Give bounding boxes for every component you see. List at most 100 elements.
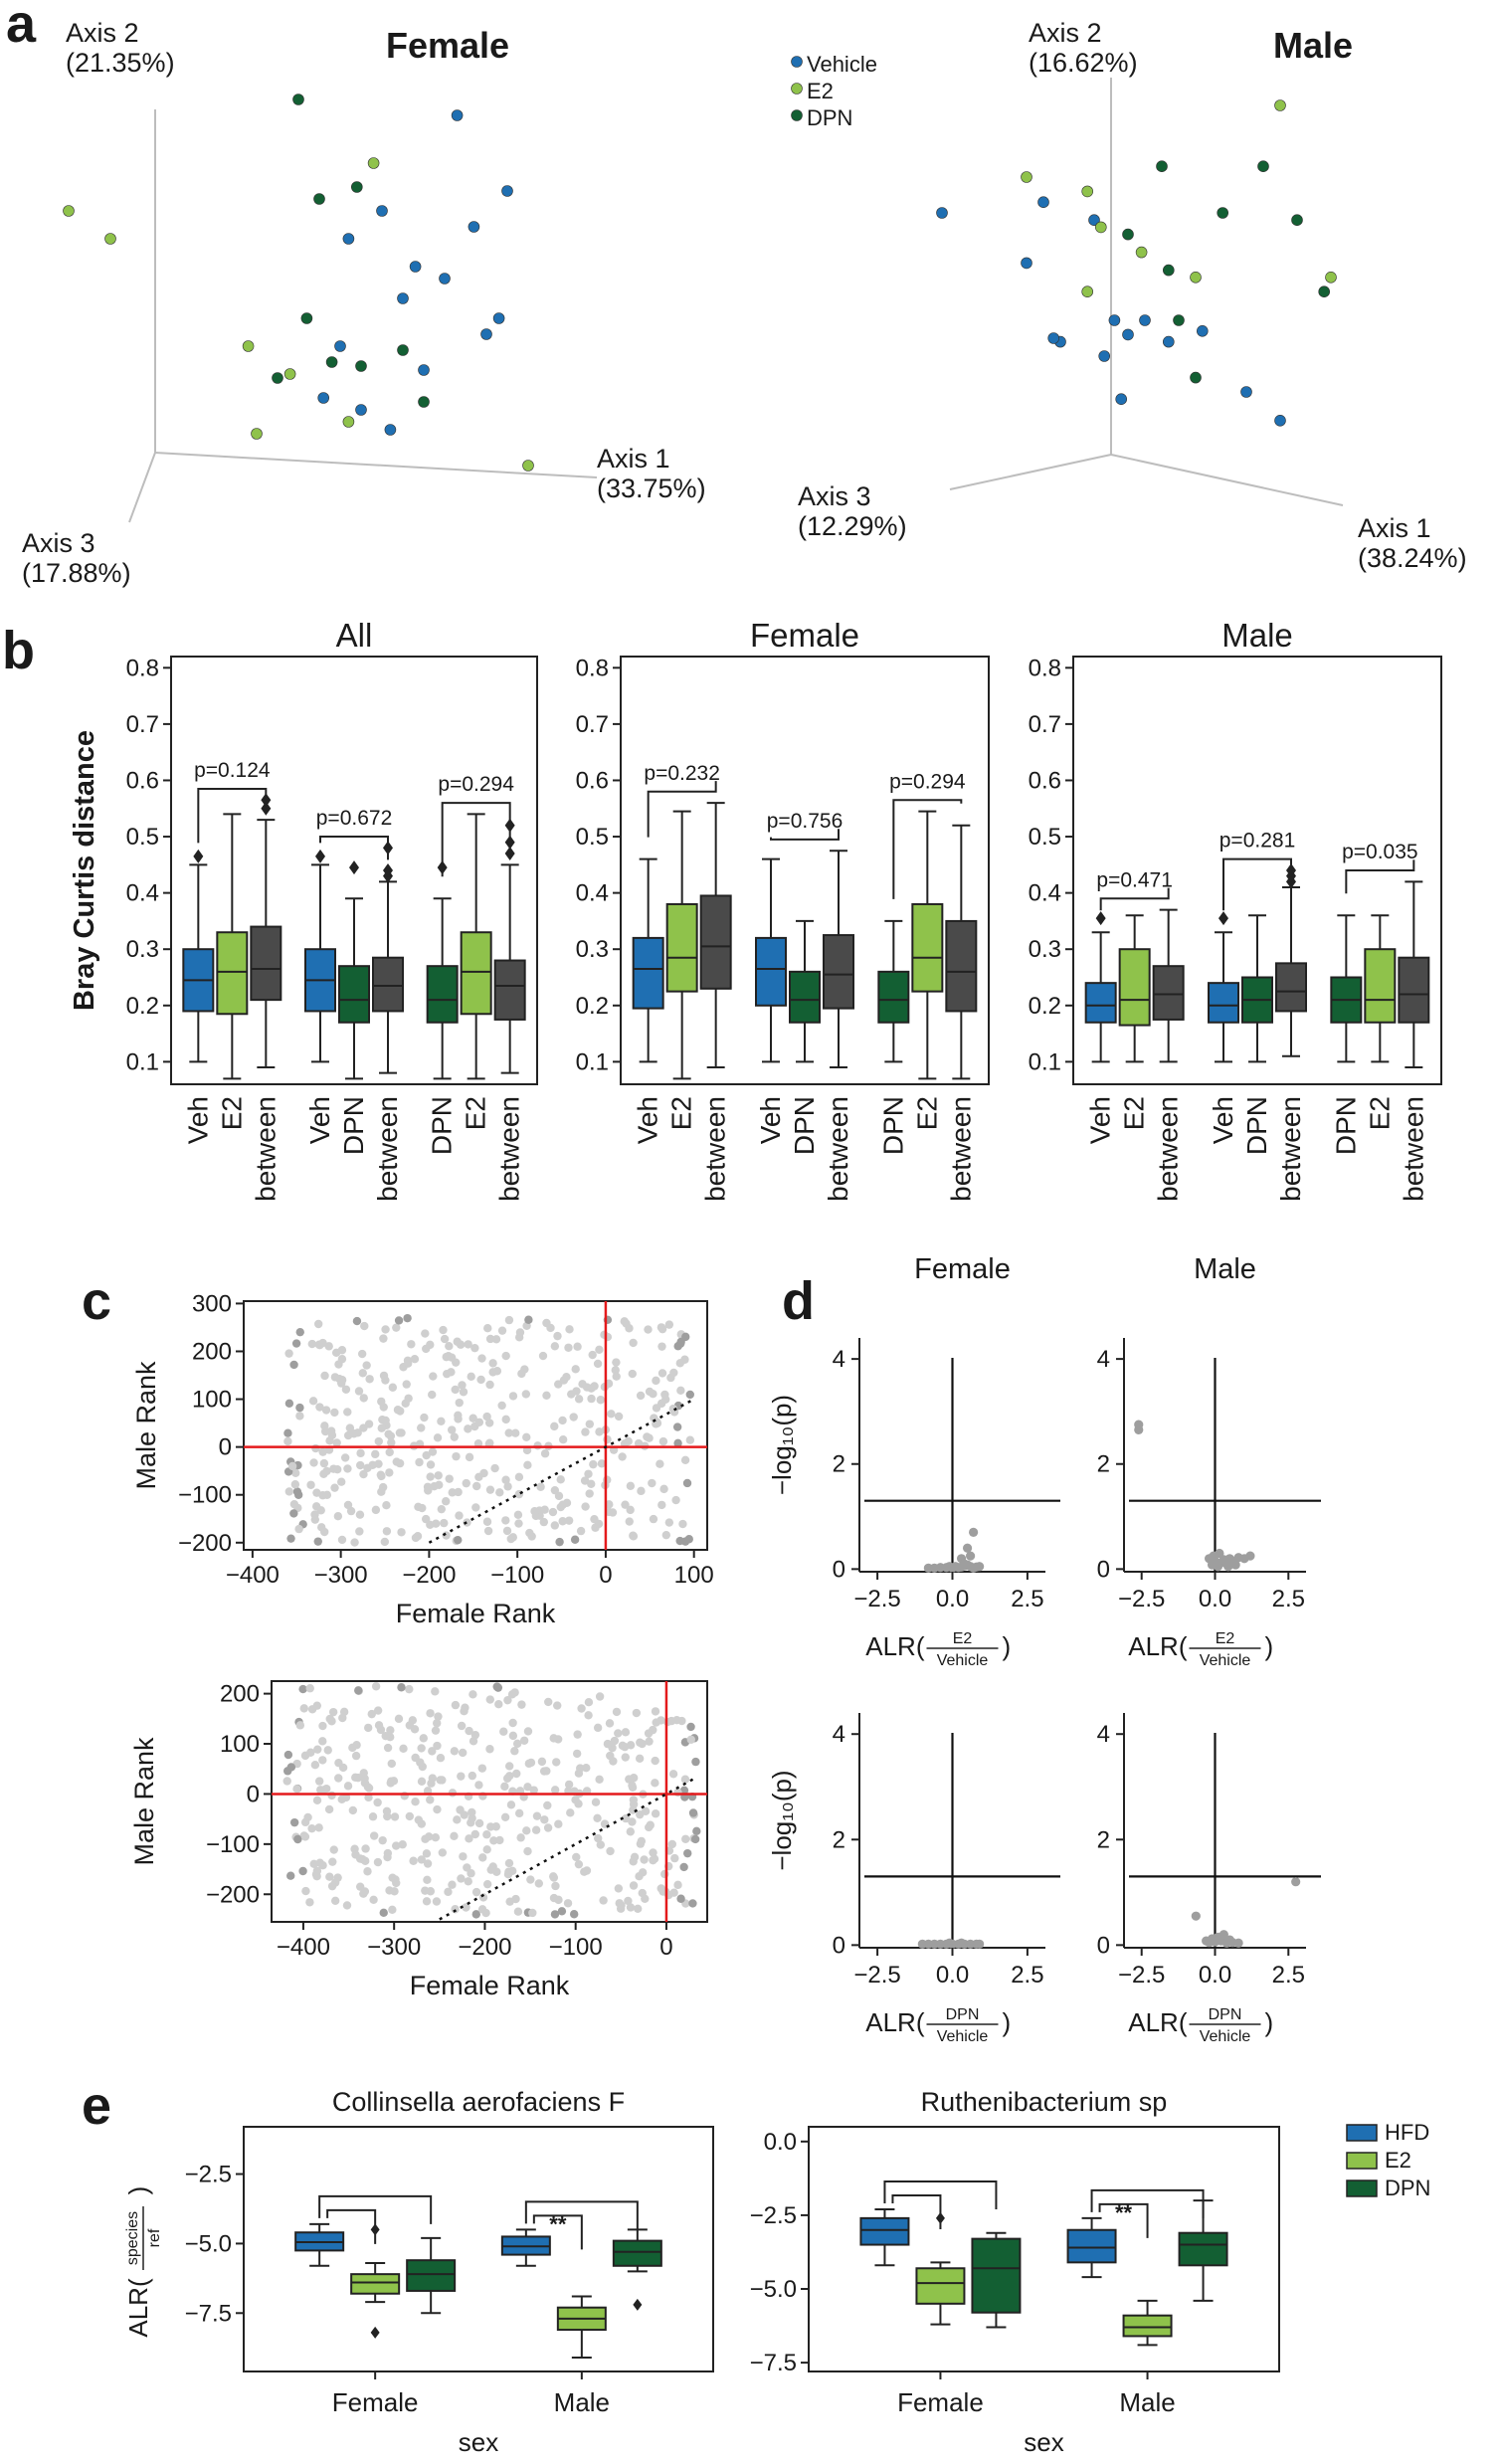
ytick-label: 0.7 bbox=[1029, 711, 1061, 738]
alr-denominator: Vehicle bbox=[937, 2028, 989, 2045]
x-category-label: E2 bbox=[666, 1096, 697, 1130]
ytick-label: 0.5 bbox=[1029, 824, 1061, 851]
alr-box-dpn bbox=[406, 2236, 457, 2315]
rank-point bbox=[360, 1887, 370, 1896]
rank-point bbox=[421, 1514, 431, 1524]
volcano-point bbox=[1191, 1911, 1201, 1921]
rank-point bbox=[606, 1846, 615, 1856]
rank-point bbox=[585, 1489, 594, 1498]
rank-plot-frame bbox=[271, 1680, 708, 1923]
alr-suffix: ) bbox=[1003, 1631, 1012, 1661]
xtick-label: 0.0 bbox=[1199, 1962, 1231, 1989]
rank-point bbox=[482, 1830, 491, 1839]
rank-point bbox=[311, 1443, 320, 1453]
xtick-label: 0.0 bbox=[1199, 1586, 1231, 1612]
box-iqr bbox=[372, 956, 404, 1013]
pcoa-legend-label: Vehicle bbox=[807, 52, 877, 77]
rank-point bbox=[469, 1690, 477, 1699]
rank-point bbox=[417, 1819, 427, 1828]
rank-point bbox=[559, 1376, 569, 1385]
rank-point bbox=[469, 1414, 477, 1422]
rank-point bbox=[485, 1745, 494, 1754]
significance-stars: ** bbox=[1115, 2200, 1133, 2225]
rank-point bbox=[287, 1461, 297, 1471]
rank-point bbox=[383, 1811, 392, 1821]
rank-point bbox=[438, 1848, 448, 1857]
rank-point bbox=[318, 1447, 327, 1456]
rank-point bbox=[680, 1455, 690, 1465]
rank-point bbox=[618, 1452, 627, 1461]
pcoa-point-vehicle bbox=[1037, 196, 1049, 208]
box-iqr bbox=[1066, 2228, 1117, 2264]
pcoa-point-vehicle bbox=[468, 221, 480, 233]
xtick-label: −300 bbox=[314, 1562, 368, 1589]
pcoa-point-vehicle bbox=[501, 185, 513, 197]
rank-point bbox=[524, 1759, 534, 1769]
rank-point bbox=[283, 1428, 292, 1437]
rank-point bbox=[495, 1835, 504, 1845]
pcoa-point-vehicle bbox=[384, 424, 397, 436]
rank-point bbox=[436, 1776, 445, 1785]
rank-point bbox=[426, 1472, 435, 1481]
rank-point bbox=[620, 1742, 630, 1752]
volcano-plot: −2.5 0.0 2.5 0 2 4 ALR(E2 Vehicle) bbox=[1097, 1338, 1321, 1669]
rank-point bbox=[382, 1501, 391, 1510]
rank-point bbox=[373, 1857, 383, 1867]
pcoa-axis3-line bbox=[949, 454, 1112, 490]
rank-point bbox=[530, 1507, 539, 1516]
box-veh: Veh bbox=[182, 849, 215, 1144]
rank-point bbox=[641, 1806, 651, 1816]
rank-point bbox=[485, 1334, 495, 1344]
rank-point bbox=[649, 1855, 657, 1865]
rank-point bbox=[390, 1887, 399, 1896]
rank-point bbox=[407, 1340, 416, 1349]
xtick-label: −2.5 bbox=[853, 1586, 900, 1612]
rank-point bbox=[317, 1523, 326, 1532]
box-group: p=0.672 Veh DPN between bbox=[304, 807, 404, 1202]
pcoa-point-dpn bbox=[292, 94, 304, 105]
ytick-label: 0.4 bbox=[1029, 880, 1061, 907]
pcoa-axis2-label: Axis 2 bbox=[66, 18, 139, 48]
rank-point bbox=[489, 1836, 498, 1845]
rank-point bbox=[474, 1472, 483, 1481]
alr-xlabel: sex bbox=[459, 2427, 498, 2457]
rank-point bbox=[364, 1793, 373, 1802]
rank-point bbox=[645, 1822, 654, 1832]
rank-point bbox=[327, 1881, 337, 1891]
rank-point bbox=[591, 1798, 601, 1806]
rank-point bbox=[378, 1835, 387, 1845]
rank-point bbox=[450, 1831, 459, 1841]
rank-point bbox=[564, 1516, 574, 1525]
box-between: between bbox=[945, 824, 978, 1202]
rank-point bbox=[463, 1863, 471, 1872]
box-outlier bbox=[193, 849, 204, 863]
rank-point bbox=[527, 1532, 536, 1541]
rank-point bbox=[376, 1725, 386, 1735]
rank-point bbox=[501, 1415, 510, 1424]
rank-point bbox=[453, 1815, 462, 1824]
rank-point bbox=[393, 1406, 403, 1415]
rank-point bbox=[387, 1438, 396, 1447]
rank-point bbox=[361, 1856, 370, 1866]
box-iqr bbox=[1178, 2231, 1228, 2267]
p-value-label: p=0.294 bbox=[889, 770, 966, 793]
rank-point bbox=[519, 1736, 529, 1745]
rank-point bbox=[362, 1361, 371, 1370]
alr-denominator: Vehicle bbox=[1200, 2028, 1251, 2045]
volcano-col-title: Female bbox=[914, 1253, 1011, 1285]
rank-point bbox=[624, 1896, 633, 1906]
rank-point bbox=[470, 1730, 480, 1740]
rank-point bbox=[477, 1354, 486, 1363]
rank-point bbox=[322, 1490, 332, 1500]
rank-point bbox=[667, 1839, 677, 1849]
rank-point bbox=[431, 1519, 441, 1528]
rank-point bbox=[549, 1872, 558, 1881]
box-iqr bbox=[632, 936, 664, 1010]
pcoa-point-dpn bbox=[1291, 214, 1303, 226]
rank-point bbox=[501, 1475, 510, 1484]
rank-point bbox=[610, 1736, 620, 1746]
pcoa-legend-marker bbox=[791, 83, 803, 95]
rank-point bbox=[526, 1875, 535, 1884]
rank-point bbox=[651, 1809, 660, 1818]
box-outlier bbox=[370, 2326, 380, 2339]
